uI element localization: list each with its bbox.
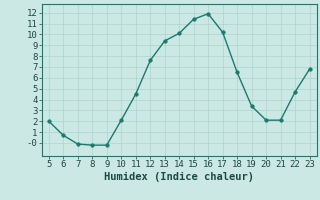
- X-axis label: Humidex (Indice chaleur): Humidex (Indice chaleur): [104, 172, 254, 182]
